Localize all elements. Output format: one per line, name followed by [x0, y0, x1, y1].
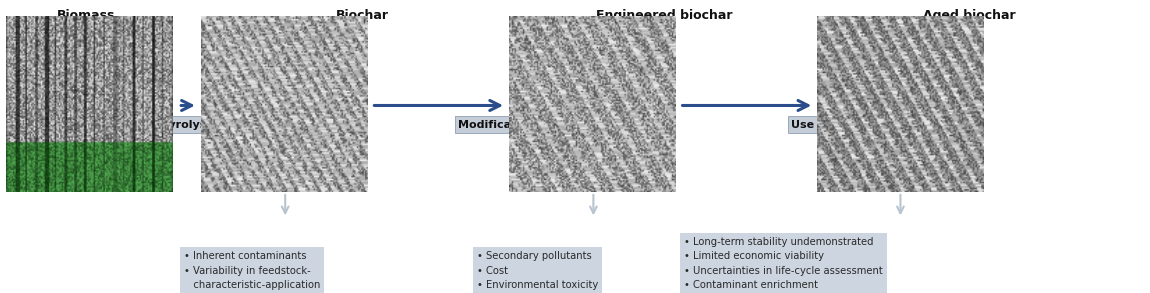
Text: Biochar: Biochar	[336, 9, 389, 22]
Text: Engineered biochar: Engineered biochar	[597, 9, 733, 22]
Text: Pyrolysis: Pyrolysis	[160, 120, 217, 130]
Text: • Inherent contaminants
• Variability in feedstock-
   characteristic-applicatio: • Inherent contaminants • Variability in…	[184, 251, 321, 290]
Text: • Secondary pollutants
• Cost
• Environmental toxicity: • Secondary pollutants • Cost • Environm…	[477, 251, 598, 290]
Text: Metal (oxide)
nanoparticles: Metal (oxide) nanoparticles	[615, 72, 680, 117]
Text: Aged biochar: Aged biochar	[923, 9, 1015, 22]
Text: Biomass: Biomass	[58, 9, 115, 22]
Text: • Long-term stability undemonstrated
• Limited economic viability
• Uncertaintie: • Long-term stability undemonstrated • L…	[684, 237, 883, 290]
Text: Use: Use	[791, 120, 814, 130]
Text: Modification: Modification	[458, 120, 536, 130]
